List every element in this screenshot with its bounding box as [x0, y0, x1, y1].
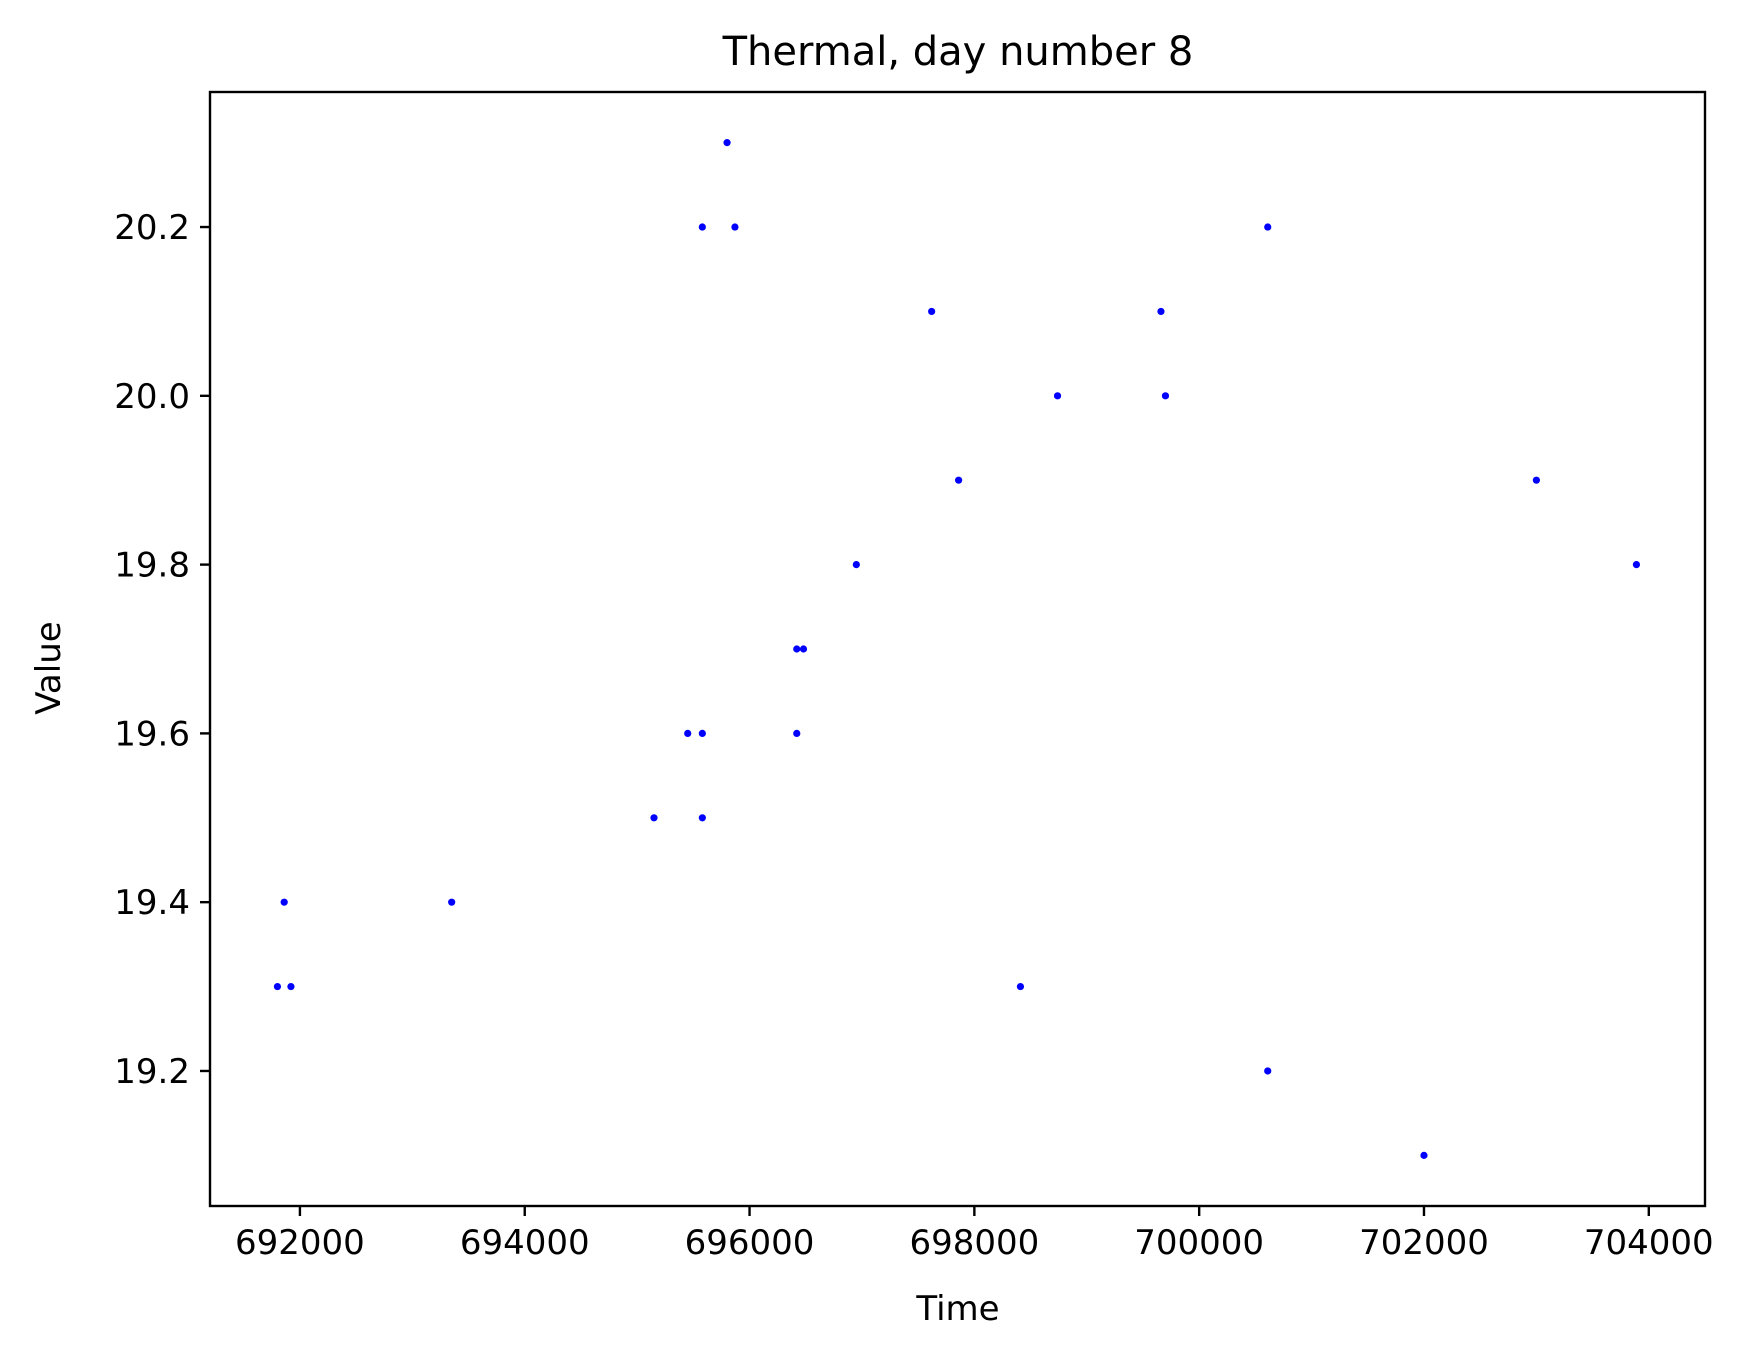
- x-axis-label: Time: [915, 1289, 999, 1329]
- data-point: [698, 814, 706, 822]
- x-tick-label: 696000: [685, 1223, 815, 1263]
- plot-frame: [208, 90, 1707, 1208]
- x-tick-label: 694000: [460, 1223, 590, 1263]
- data-point: [799, 645, 808, 653]
- data-point: [650, 814, 658, 822]
- data-point: [1420, 1151, 1428, 1159]
- y-tick-label: 19.4: [114, 883, 190, 923]
- x-tick-label: 692000: [235, 1223, 365, 1263]
- data-point: [287, 982, 295, 991]
- data-point: [1632, 561, 1641, 569]
- data-point: [793, 645, 801, 653]
- data-point: [1161, 392, 1170, 400]
- data-point: [1264, 223, 1272, 231]
- data-point: [684, 729, 692, 737]
- data-point: [955, 476, 963, 484]
- x-axis: 692000 694000 696000 698000 700000 702000 7040…: [235, 1206, 1714, 1263]
- y-tick-label: 19.8: [114, 546, 190, 586]
- data-point: [698, 729, 706, 737]
- data-point: [1532, 476, 1540, 484]
- y-tick-label: 19.6: [114, 714, 190, 754]
- data-point: [698, 223, 706, 231]
- data-point: [448, 898, 456, 906]
- y-axis-label: Value: [29, 621, 69, 714]
- y-axis: 19.2 19.4 19.6 19.8 20.0 20.2: [114, 208, 210, 1092]
- data-point: [928, 307, 936, 316]
- data-point: [723, 139, 731, 147]
- y-tick-label: 20.0: [114, 377, 190, 417]
- plot-area: [208, 90, 1707, 1208]
- x-tick-label: 702000: [1359, 1223, 1489, 1263]
- x-tick-label: 698000: [909, 1223, 1039, 1263]
- chart-title: Thermal, day number 8: [722, 29, 1194, 75]
- data-point: [280, 898, 288, 906]
- y-tick-label: 19.2: [114, 1052, 190, 1092]
- data-point: [852, 561, 860, 569]
- data-point: [1157, 307, 1165, 316]
- data-point: [1264, 1067, 1272, 1075]
- data-point: [731, 223, 739, 231]
- points-layer: [273, 139, 1641, 1159]
- data-point: [1053, 392, 1062, 400]
- x-tick-label: 700000: [1134, 1223, 1264, 1263]
- data-point: [793, 729, 801, 737]
- data-point: [273, 982, 282, 991]
- x-tick-label: 704000: [1584, 1223, 1714, 1263]
- y-tick-label: 20.2: [114, 208, 190, 248]
- data-point: [1016, 982, 1025, 991]
